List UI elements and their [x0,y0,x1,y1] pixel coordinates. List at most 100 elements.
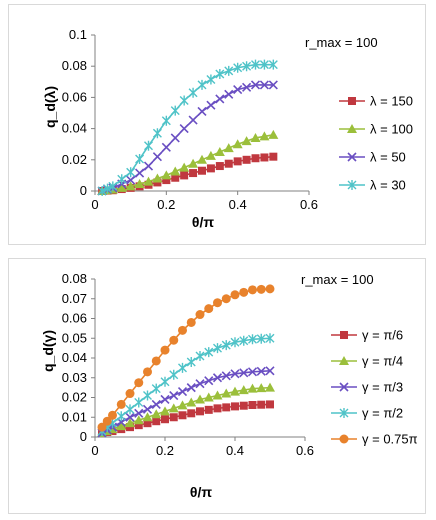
data-point [239,335,249,346]
x-tick-label: 0.6 [300,197,318,212]
data-point [188,87,198,98]
y-tick-label: 0.07 [62,291,87,306]
data-point [143,161,154,171]
data-point [125,412,135,422]
legend-label: λ = 150 [370,94,413,109]
legend-marker [339,356,349,365]
data-point [213,404,222,413]
data-point [97,186,107,196]
data-point [143,367,152,377]
data-point [242,155,251,164]
data-point [143,419,152,428]
data-point [239,368,249,378]
legend-marker [347,152,357,162]
chart-gamma: q_d(γ) θ/π r_max = 100 0 0.01 0.02 0.03 0.04… [40,271,418,500]
data-point [242,61,252,72]
data-point [203,392,214,402]
legend-item-gamma-4: γ = 0.75π [331,432,418,447]
legend-item-lambda-2: λ = 50 [339,150,406,165]
legend-label: γ = 0.75π [362,432,418,447]
data-point [143,390,152,401]
data-point [213,298,222,308]
data-point [134,408,144,418]
data-point [269,152,278,161]
series-gamma-4 [97,284,275,432]
data-point [189,169,198,178]
data-point [265,366,275,376]
data-point [168,403,179,413]
data-point [116,399,126,409]
legend-item-gamma-2: γ = π/3 [331,380,403,395]
series-lambda-0 [98,152,278,195]
data-point [126,175,136,185]
data-point [232,139,243,149]
data-point [133,415,144,425]
data-point [170,133,180,143]
data-point [213,343,222,354]
data-point [224,89,234,99]
data-point [214,147,225,156]
data-point [268,129,279,139]
data-point [204,405,213,414]
legend-marker [347,180,357,190]
data-point [197,79,207,90]
data-point [186,317,196,327]
annotation-rmax-lambda: r_max = 100 [305,35,378,50]
series-lambda-3 [97,59,278,196]
data-point [256,383,267,393]
data-point [206,164,215,173]
data-point [221,371,231,381]
data-point [250,132,261,142]
legend-marker [340,331,348,339]
data-point [215,94,225,104]
data-point [256,333,266,344]
data-point [204,347,214,358]
data-point [195,379,205,389]
data-point [268,59,278,70]
data-point [125,389,135,399]
x-tick-label: 0.4 [229,197,247,212]
data-point [241,136,252,146]
data-point [152,417,161,426]
legend-label: γ = π/4 [362,354,403,369]
data-point [223,143,234,153]
y-tick-label: 0.05 [62,330,87,345]
data-point [116,182,127,192]
data-point [221,294,231,304]
legend-label: λ = 50 [370,150,406,165]
data-point [97,422,107,432]
x-tick-label: 0 [91,197,98,212]
data-point [142,404,153,414]
y-tick-label: 0.08 [62,271,87,286]
data-point [188,115,198,125]
data-point [230,337,240,348]
data-point [205,150,216,160]
data-point [212,390,223,400]
data-point [233,62,243,73]
data-point [161,415,169,424]
x-tick-label: 0 [91,443,98,458]
data-point [247,367,258,377]
data-point [259,80,269,90]
data-point [250,80,261,90]
y-tick-label: 0.1 [69,27,87,42]
legend-label: γ = π/6 [362,328,403,343]
data-point [152,128,162,139]
data-point [204,376,214,386]
data-point [169,369,179,380]
y-tick-label: 0.02 [62,152,87,167]
data-point [187,409,196,418]
data-point [134,397,144,408]
data-point [215,162,224,171]
data-point [142,412,153,422]
data-point [170,166,181,176]
data-point [259,131,270,141]
data-point [206,100,216,110]
legend-item-gamma-0: γ = π/6 [331,328,403,343]
data-point [125,404,135,415]
xlabel-gamma: θ/π [190,484,212,500]
data-point [222,403,231,412]
data-point [238,385,249,395]
data-point [195,351,205,362]
data-point [171,173,180,182]
